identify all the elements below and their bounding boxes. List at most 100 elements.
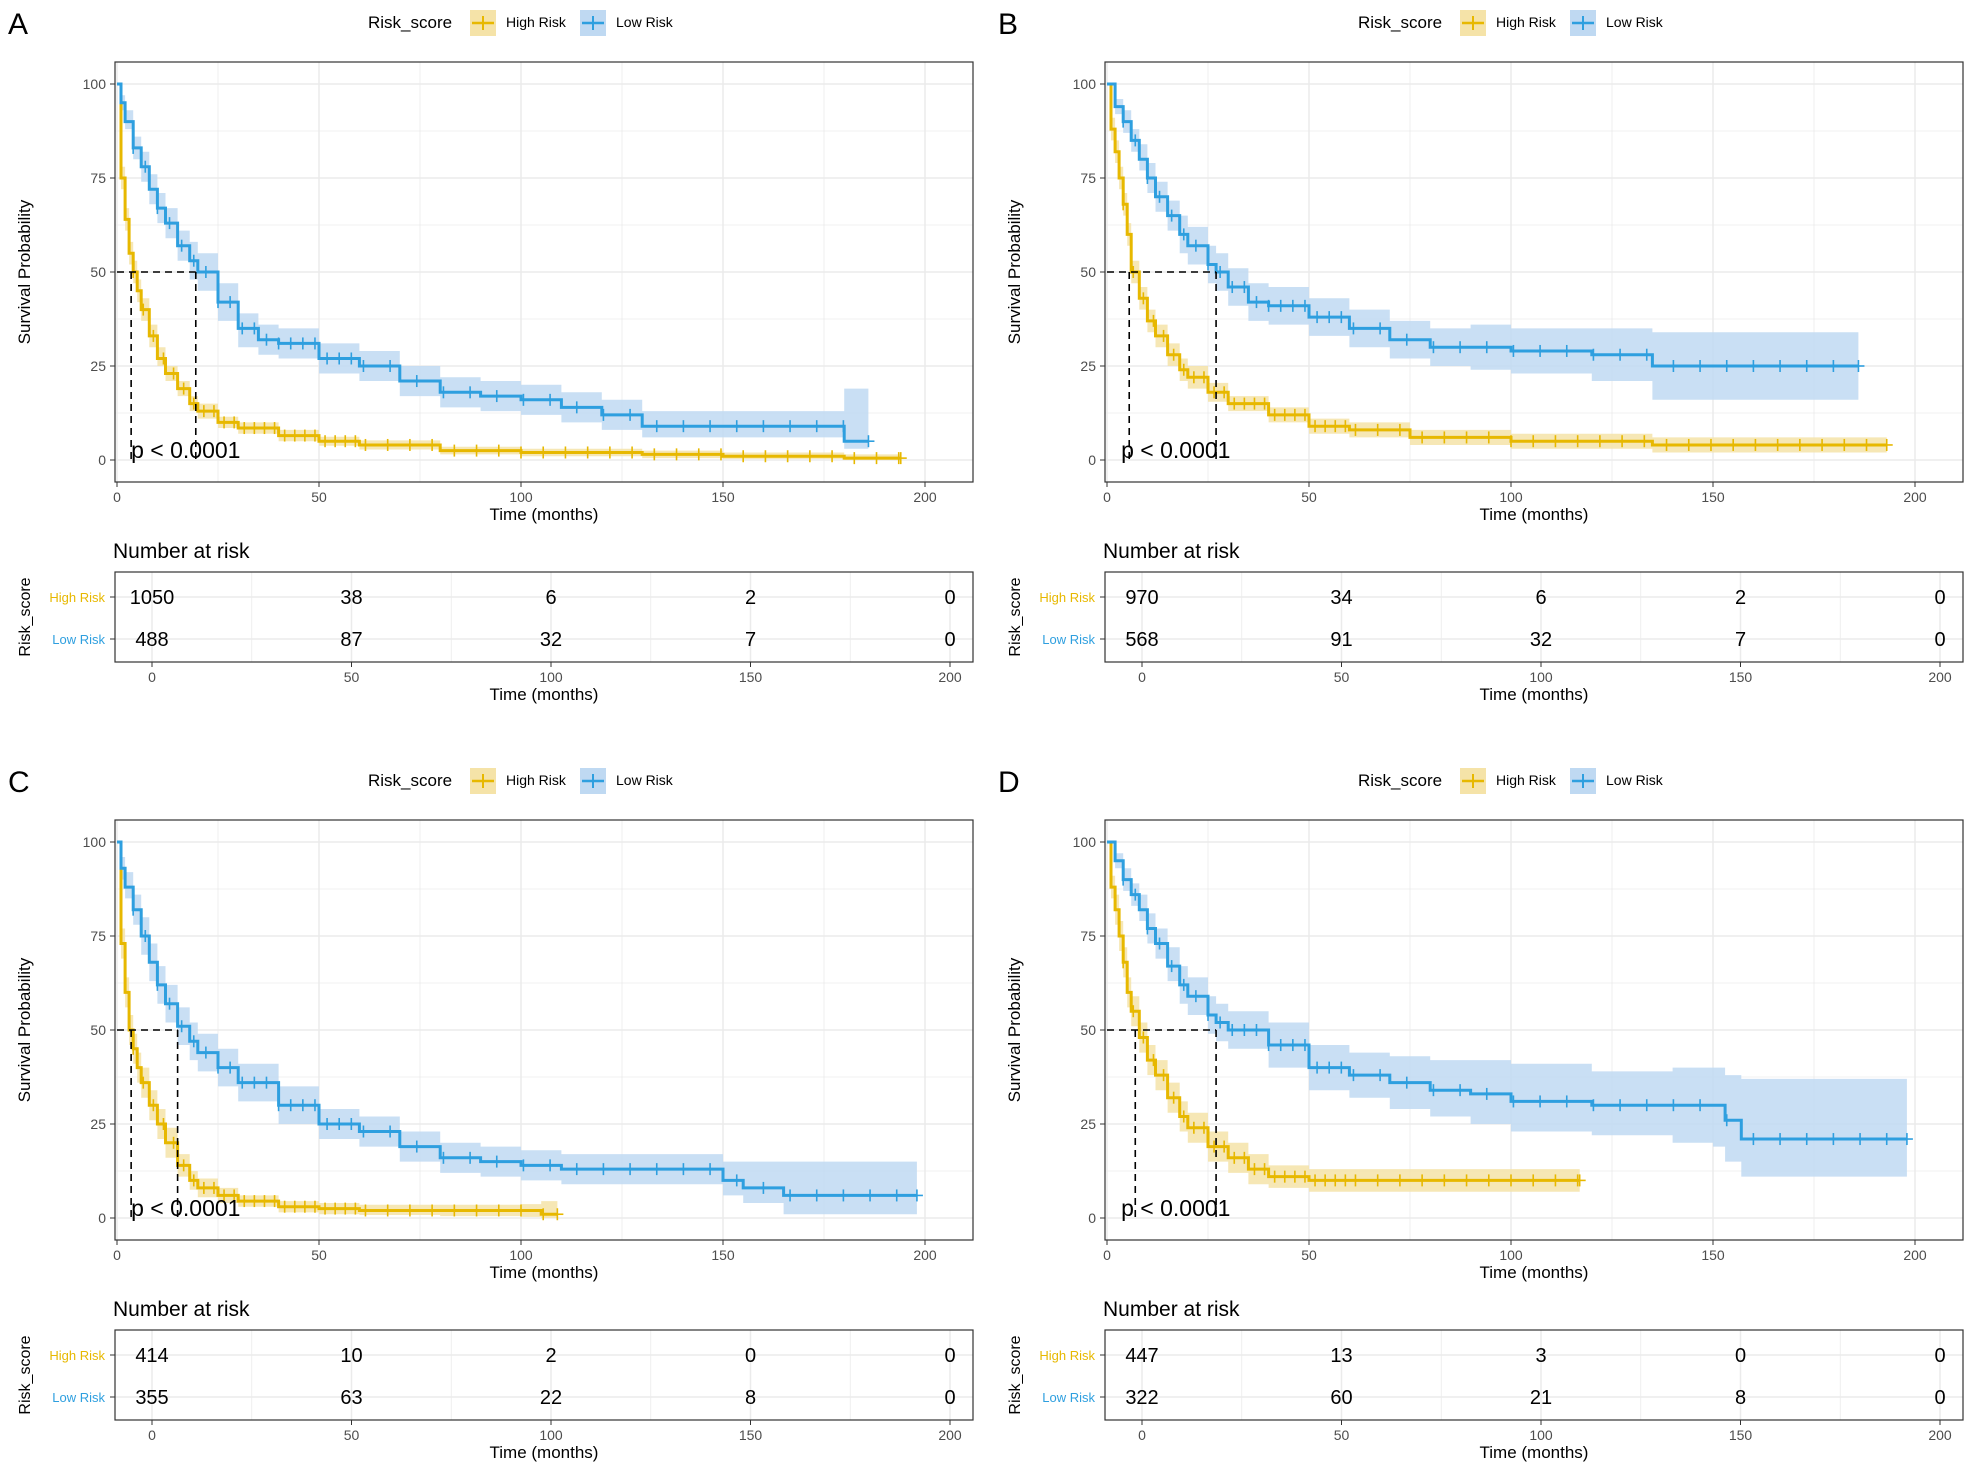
risk-count: 0 <box>1934 587 1945 609</box>
x-tick-label: 150 <box>711 489 735 505</box>
risk-count: 3 <box>1535 1345 1546 1367</box>
risk-count: 2 <box>1735 587 1746 609</box>
risk-row-label-high: High Risk <box>1039 590 1095 605</box>
risk-count: 32 <box>1530 629 1552 651</box>
risk-x-tick-label: 200 <box>938 1427 962 1443</box>
risk-x-tick-label: 200 <box>1928 1427 1952 1443</box>
x-tick-label: 200 <box>913 489 937 505</box>
legend-title: Risk_score <box>1358 13 1442 32</box>
risk-x-tick-label: 100 <box>539 1427 563 1443</box>
x-tick-label: 50 <box>311 1247 327 1263</box>
risk-count: 0 <box>745 1345 756 1367</box>
risk-count: 7 <box>745 629 756 651</box>
risk-count: 0 <box>1934 629 1945 651</box>
survival-curve-high <box>1107 840 1580 1182</box>
y-tick-label: 0 <box>1088 452 1096 468</box>
risk-x-tick-label: 50 <box>1334 669 1350 685</box>
y-tick-label: 100 <box>1073 76 1097 92</box>
legend-label-high: High Risk <box>1496 772 1557 788</box>
x-tick-label: 150 <box>711 1247 735 1263</box>
x-tick-label: 200 <box>1903 489 1927 505</box>
risk-count: 568 <box>1125 629 1158 651</box>
x-tick-label: 200 <box>1903 1247 1927 1263</box>
legend-label-low: Low Risk <box>1606 14 1664 30</box>
y-tick-label: 0 <box>98 452 106 468</box>
risk-x-tick-label: 200 <box>938 669 962 685</box>
y-tick-label: 75 <box>90 928 106 944</box>
x-axis-title: Time (months) <box>1480 1263 1589 1282</box>
risk-count: 970 <box>1125 587 1158 609</box>
legend-title: Risk_score <box>368 13 452 32</box>
risk-x-tick-label: 50 <box>344 1427 360 1443</box>
ci-band-low <box>1107 842 1907 1177</box>
risk-x-tick-label: 100 <box>1529 1427 1553 1443</box>
risk-row-label-high: High Risk <box>1039 1348 1095 1363</box>
x-tick-label: 0 <box>1103 489 1111 505</box>
x-axis-title: Time (months) <box>1480 505 1589 524</box>
legend-title: Risk_score <box>368 771 452 790</box>
risk-count: 0 <box>944 629 955 651</box>
risk-x-tick-label: 0 <box>148 1427 156 1443</box>
y-tick-label: 25 <box>1080 1116 1096 1132</box>
risk-count: 60 <box>1330 1387 1352 1409</box>
risk-row-label-high: High Risk <box>49 1348 105 1363</box>
y-axis-title: Survival Probability <box>15 957 34 1102</box>
risk-count: 8 <box>745 1387 756 1409</box>
y-axis-title: Survival Probability <box>1005 199 1024 344</box>
risk-x-tick-label: 200 <box>1928 669 1952 685</box>
x-tick-label: 50 <box>311 489 327 505</box>
risk-count: 7 <box>1735 629 1746 651</box>
x-tick-label: 100 <box>509 489 533 505</box>
risk-x-axis-title: Time (months) <box>490 1443 599 1462</box>
y-tick-label: 100 <box>83 76 107 92</box>
risk-table: Number at risk High Risk 970 34 6 2 0 Low Risk 5… <box>1007 540 1964 704</box>
x-axis-title: Time (months) <box>490 1263 599 1282</box>
risk-count: 32 <box>540 629 562 651</box>
x-tick-label: 100 <box>1499 489 1523 505</box>
y-tick-label: 75 <box>90 170 106 186</box>
ci-band-low <box>1107 84 1859 400</box>
p-value-annotation: p < 0.0001 <box>131 437 240 463</box>
legend-label-low: Low Risk <box>616 772 674 788</box>
risk-count: 38 <box>340 587 362 609</box>
risk-count: 6 <box>545 587 556 609</box>
risk-count: 447 <box>1125 1345 1158 1367</box>
legend-label-high: High Risk <box>506 14 567 30</box>
risk-row-label-low: Low Risk <box>52 1390 105 1405</box>
y-tick-label: 0 <box>1088 1210 1096 1226</box>
survival-curve-low <box>117 840 917 1197</box>
legend: Risk_score High Risk Low Risk <box>368 768 674 794</box>
risk-count: 22 <box>540 1387 562 1409</box>
x-tick-label: 50 <box>1301 489 1317 505</box>
y-tick-label: 50 <box>90 264 106 280</box>
risk-table-border <box>114 1329 974 1421</box>
risk-y-axis-title: Risk_score <box>17 1335 34 1414</box>
risk-count: 21 <box>1530 1387 1552 1409</box>
risk-x-tick-label: 150 <box>1729 669 1753 685</box>
km-panel-b: B Risk_score High Risk Low Risk p < 0.0001 0 5… <box>998 8 1964 704</box>
risk-row-label-low: Low Risk <box>1042 632 1095 647</box>
risk-y-axis-title: Risk_score <box>1007 1335 1024 1414</box>
risk-count: 0 <box>1934 1345 1945 1367</box>
x-tick-label: 100 <box>1499 1247 1523 1263</box>
y-tick-label: 100 <box>1073 834 1097 850</box>
risk-count: 2 <box>545 1345 556 1367</box>
risk-count: 0 <box>944 587 955 609</box>
legend: Risk_score High Risk Low Risk <box>1358 768 1664 794</box>
x-tick-label: 150 <box>1701 489 1725 505</box>
panel-label: A <box>8 8 28 41</box>
risk-table-title: Number at risk <box>113 1298 250 1321</box>
risk-count: 91 <box>1330 629 1352 651</box>
risk-count: 0 <box>1934 1387 1945 1409</box>
risk-table-border <box>1104 1329 1964 1421</box>
legend-label-high: High Risk <box>506 772 567 788</box>
panel-label: C <box>8 766 30 799</box>
risk-x-axis-title: Time (months) <box>490 685 599 704</box>
legend-title: Risk_score <box>1358 771 1442 790</box>
risk-y-axis-title: Risk_score <box>17 577 34 656</box>
km-panel-d: D Risk_score High Risk Low Risk p < 0.0001 0 5… <box>998 766 1964 1462</box>
y-axis-title: Survival Probability <box>1005 957 1024 1102</box>
